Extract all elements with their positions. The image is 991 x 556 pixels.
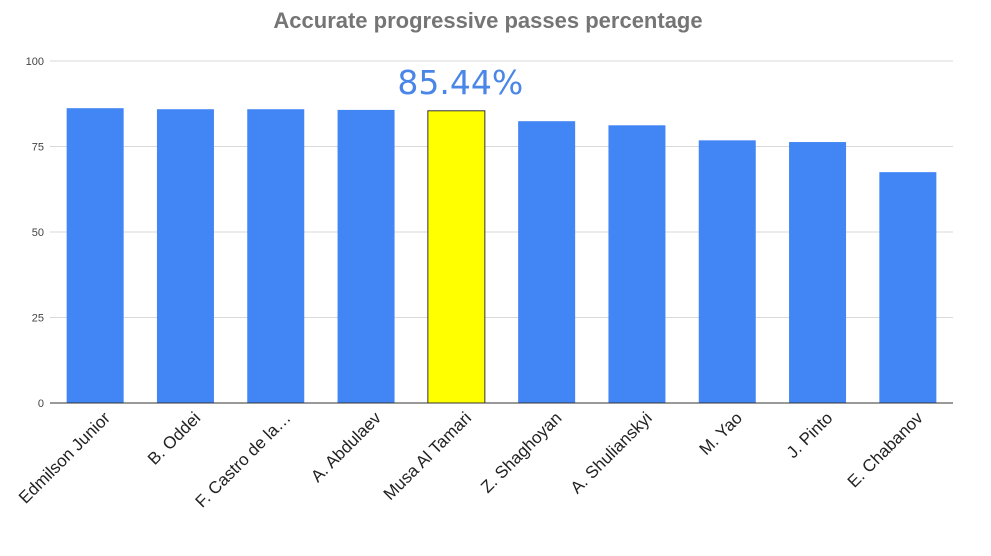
x-tick-label: J. Pinto [783, 408, 837, 462]
x-tick-label: A. Shulianskyi [567, 408, 656, 497]
bars [66, 108, 937, 404]
y-tick-label: 100 [26, 56, 44, 68]
bar [789, 142, 847, 403]
x-tick-label: Musa Al Tamari [380, 408, 475, 503]
y-tick-label: 75 [32, 142, 44, 154]
bar [247, 109, 305, 404]
y-axis-tick-labels: 0 25 50 75 100 [26, 56, 44, 410]
x-tick-label: E. Chabanov [844, 408, 927, 491]
chart-title: Accurate progressive passes percentage [273, 8, 702, 33]
bar [879, 172, 937, 403]
x-tick-label: M. Yao [696, 408, 746, 458]
bar [698, 140, 756, 403]
x-tick-label: A. Abdulaev [307, 408, 385, 486]
x-tick-label: B. Oddei [144, 408, 204, 468]
bar [518, 121, 576, 403]
y-tick-label: 0 [38, 398, 44, 410]
x-tick-label: F. Castro de la… [192, 408, 295, 511]
y-tick-label: 25 [32, 313, 44, 325]
bar [156, 109, 214, 404]
bar [66, 108, 124, 404]
annotation-label: 85.44% [397, 63, 523, 102]
y-tick-label: 50 [32, 227, 44, 239]
bar [337, 109, 395, 403]
x-tick-label: Edmilson Junior [15, 408, 114, 507]
bar [608, 125, 666, 404]
annotations: 85.44% [397, 63, 523, 102]
highlighted-bar [427, 110, 486, 404]
x-tick-label: Z. Shaghoyan [477, 408, 565, 496]
